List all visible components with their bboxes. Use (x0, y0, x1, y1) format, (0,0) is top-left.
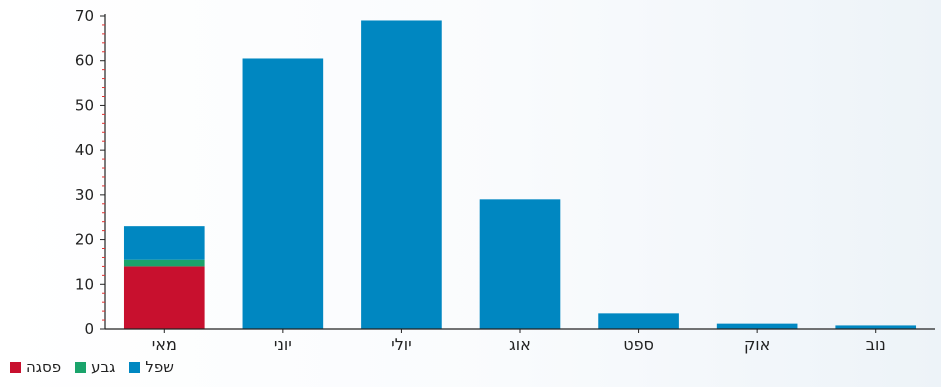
bar-פסגה (123, 266, 205, 329)
bar-שפל (835, 325, 917, 329)
y-tick-label: 20 (75, 231, 94, 249)
x-tick-label: ספט (623, 335, 654, 354)
bar-שפל (123, 226, 205, 260)
y-tick-label: 40 (75, 141, 94, 159)
x-tick-label: נוב (866, 335, 886, 354)
y-tick-label: 10 (75, 275, 94, 293)
y-axis: 0 10 20 30 40 50 60 70 (75, 7, 106, 338)
legend-item: פסגה (10, 358, 61, 376)
bar-שפל (479, 199, 561, 329)
bar-גבע (123, 259, 205, 267)
legend-swatch (129, 361, 141, 373)
x-axis: מאי יוני יולי אוג ספט אוק נוב (105, 328, 935, 354)
y-tick-label: 0 (84, 320, 94, 338)
legend-label: שפל (145, 358, 174, 376)
bar-שפל (361, 20, 442, 329)
y-tick-label: 60 (75, 52, 94, 70)
legend: פסגה גבע שפל (10, 358, 174, 376)
legend-swatch (10, 361, 21, 373)
legend-item: שפל (129, 358, 174, 376)
legend-label: גבע (91, 358, 116, 376)
bar-שפל (242, 58, 324, 329)
bars (123, 20, 917, 329)
legend-item: גבע (75, 358, 115, 376)
x-tick-label: אוג (509, 335, 531, 354)
legend-label: פסגה (26, 358, 62, 376)
y-tick-label: 70 (75, 7, 94, 25)
x-tick-label: אוק (744, 335, 770, 354)
y-tick-label: 50 (75, 96, 94, 114)
bar-שפל (598, 313, 679, 329)
x-tick-label: יולי (391, 335, 412, 354)
y-tick-label: 30 (75, 186, 94, 204)
legend-swatch (75, 361, 87, 373)
x-tick-label: יוני (274, 335, 292, 354)
x-tick-label: מאי (152, 335, 177, 354)
bar-שפל (716, 323, 798, 329)
